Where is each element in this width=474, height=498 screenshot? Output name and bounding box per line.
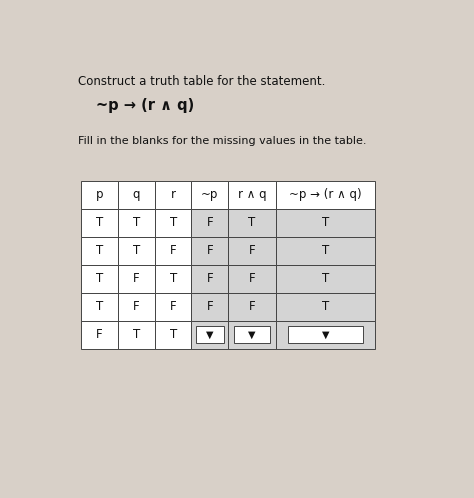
Bar [276,321,375,349]
Bar [155,264,191,292]
Bar [191,209,228,237]
Text: F: F [96,328,103,341]
Bar [82,264,118,292]
Bar [82,209,118,237]
Bar [118,321,155,349]
Bar [191,237,228,264]
Bar [191,292,228,321]
Text: F: F [249,272,255,285]
Text: p: p [96,188,103,201]
Text: ~p: ~p [201,188,219,201]
Text: T: T [96,244,103,257]
Bar [228,237,276,264]
Text: F: F [249,244,255,257]
Text: Construct a truth table for the statement.: Construct a truth table for the statemen… [78,75,325,88]
Text: T: T [170,216,177,229]
Text: F: F [207,216,213,229]
Bar [191,181,228,209]
Bar [82,237,118,264]
Bar [196,326,224,344]
Text: r ∧ q: r ∧ q [238,188,266,201]
Text: ~p → (r ∧ q): ~p → (r ∧ q) [289,188,362,201]
Bar [155,237,191,264]
Text: T: T [133,216,140,229]
Bar [228,181,276,209]
Text: T: T [133,244,140,257]
Bar [82,292,118,321]
Text: F: F [133,300,140,313]
Bar [155,292,191,321]
Text: T: T [96,272,103,285]
Text: T: T [248,216,256,229]
Text: Fill in the blanks for the missing values in the table.: Fill in the blanks for the missing value… [78,136,366,146]
Bar [276,181,375,209]
Bar [276,209,375,237]
Bar [118,209,155,237]
Text: T: T [133,328,140,341]
Text: T: T [322,300,329,313]
Text: F: F [133,272,140,285]
Text: F: F [249,300,255,313]
Bar [228,209,276,237]
Bar [228,264,276,292]
Text: T: T [170,328,177,341]
Bar [276,264,375,292]
Text: F: F [207,300,213,313]
Text: F: F [170,244,176,257]
Bar [118,237,155,264]
Text: T: T [322,216,329,229]
Bar [118,264,155,292]
Bar [155,209,191,237]
Bar [118,292,155,321]
Text: T: T [96,216,103,229]
Bar [191,264,228,292]
Bar [228,321,276,349]
Bar [82,181,118,209]
Text: q: q [133,188,140,201]
Bar [276,292,375,321]
Bar [118,181,155,209]
Text: r: r [171,188,176,201]
Bar [191,321,228,349]
Text: T: T [96,300,103,313]
Text: F: F [170,300,176,313]
Text: F: F [207,244,213,257]
Text: T: T [322,272,329,285]
Text: T: T [322,244,329,257]
Text: ▼: ▼ [322,330,329,340]
Bar [288,326,363,344]
Text: T: T [170,272,177,285]
Bar [276,237,375,264]
Text: ▼: ▼ [206,330,214,340]
Text: ~p → (r ∧ q): ~p → (r ∧ q) [96,98,194,113]
Bar [82,321,118,349]
Bar [155,181,191,209]
Text: ▼: ▼ [248,330,256,340]
Bar [155,321,191,349]
Bar [228,292,276,321]
Text: F: F [207,272,213,285]
Bar [234,326,270,344]
